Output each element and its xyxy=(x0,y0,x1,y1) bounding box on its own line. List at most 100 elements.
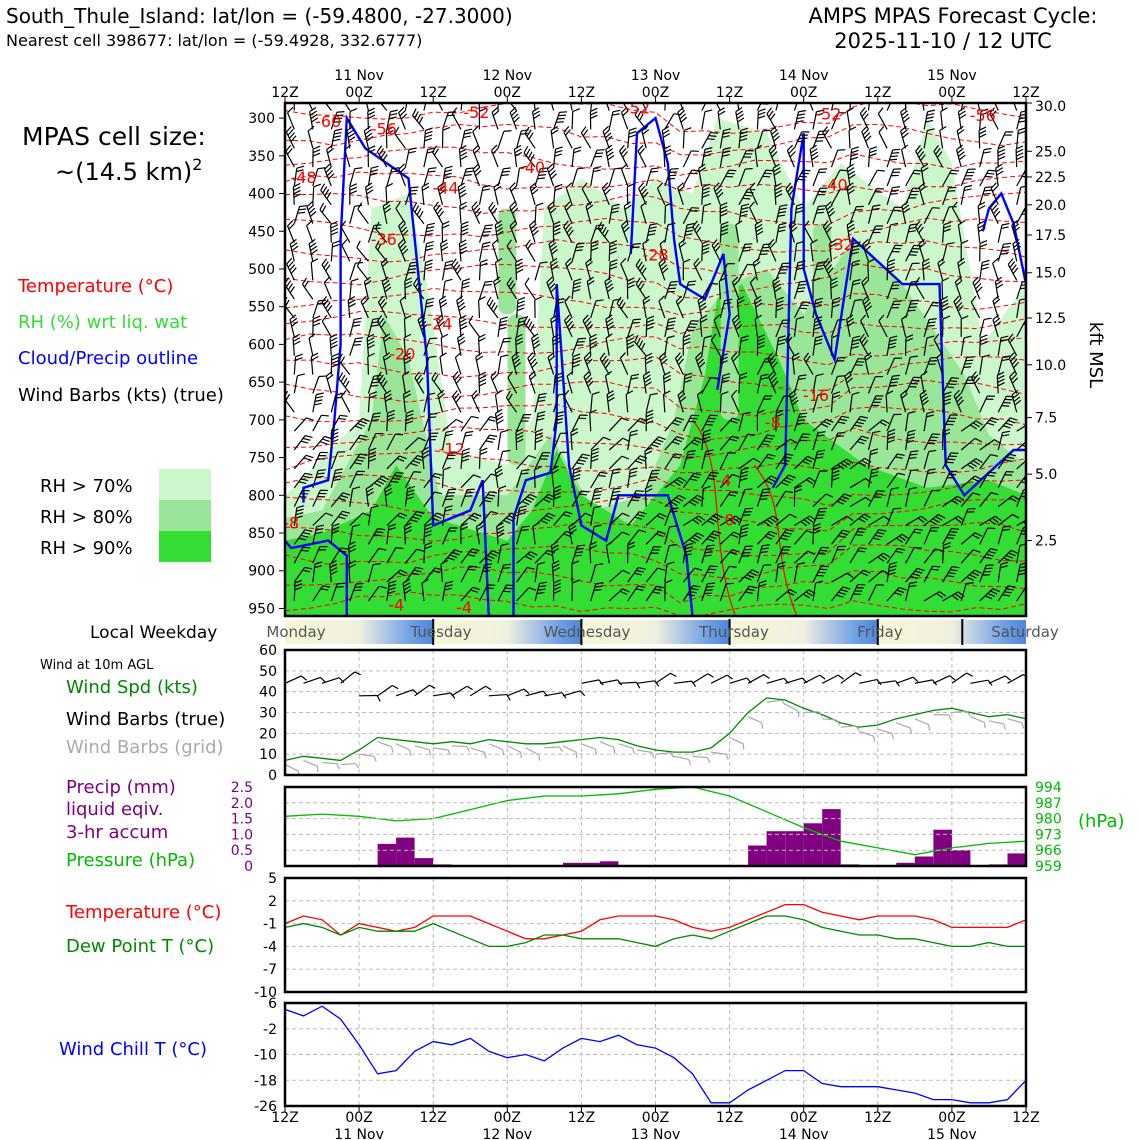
wind-panel-content xyxy=(285,671,1026,775)
temperature-label: -48 xyxy=(290,168,316,187)
wind-barb xyxy=(997,585,1016,602)
wind-barb xyxy=(812,470,828,489)
wind-barb xyxy=(529,182,539,205)
wind-barb xyxy=(645,436,666,451)
wind-barb xyxy=(478,241,491,262)
wind-barb xyxy=(812,168,828,187)
legend-temperature-bottom: Temperature (°C) xyxy=(65,902,221,923)
wind-barb xyxy=(664,476,687,489)
wind-barb-true xyxy=(877,680,900,687)
wind-barb xyxy=(497,543,509,564)
legend-rh80-label: RH > 80% xyxy=(40,507,133,528)
wind-barb xyxy=(585,257,593,281)
wind-barb xyxy=(812,205,826,224)
wind-barb xyxy=(382,333,391,356)
wind-barb xyxy=(412,108,425,130)
wind-barb xyxy=(942,414,958,432)
wind-barb xyxy=(849,357,866,375)
wind-barb xyxy=(905,410,916,432)
temperature-label: -24 xyxy=(426,314,452,333)
wind-barb xyxy=(571,466,582,488)
wind-barb xyxy=(805,103,814,111)
wind-barb xyxy=(386,523,397,545)
wind-barb xyxy=(590,149,605,168)
precip-tick-label: 0 xyxy=(244,859,253,875)
wind-barb xyxy=(293,489,310,507)
wind-barb xyxy=(867,225,884,243)
wind-barb xyxy=(997,561,1009,583)
wind-barb xyxy=(867,584,885,602)
wind-barb xyxy=(905,581,918,602)
wind-barb xyxy=(775,474,796,489)
wind-barb xyxy=(905,376,922,394)
wind-barb xyxy=(608,588,630,602)
wind-barb-grid xyxy=(673,755,692,766)
wind-barb xyxy=(620,257,629,281)
wind-barb xyxy=(812,187,828,206)
wind-barb xyxy=(386,512,408,526)
wind-barb xyxy=(736,295,745,319)
wind-barb xyxy=(905,469,919,488)
wind-barb xyxy=(825,201,836,224)
wind-barb-true xyxy=(599,679,623,686)
wind-barb xyxy=(957,220,966,243)
wind-barb xyxy=(960,475,982,489)
wind-barb xyxy=(457,182,467,205)
temperature-contour xyxy=(285,403,1026,441)
wind-barb xyxy=(867,490,885,507)
wind-barb xyxy=(809,144,819,168)
weekday-label: Monday xyxy=(266,623,325,641)
wind-barb xyxy=(701,240,710,262)
wind-barb xyxy=(638,103,647,111)
wind-barb xyxy=(367,505,379,526)
weekday-title: Local Weekday xyxy=(90,623,217,643)
wind-barb xyxy=(523,315,536,338)
kft-tick-label: 7.5 xyxy=(1035,411,1057,427)
wind-barb xyxy=(849,478,872,489)
wind-barb xyxy=(567,103,573,111)
wind-barb xyxy=(831,572,854,583)
wind-barb xyxy=(385,126,394,149)
wind-barb xyxy=(528,220,539,243)
wind-barb xyxy=(423,337,438,356)
wind-barb xyxy=(563,314,575,338)
wind-barb xyxy=(581,182,592,206)
wind-barb xyxy=(589,541,598,564)
wind-barb-true xyxy=(359,694,381,702)
wind-barb-grid xyxy=(395,743,412,756)
wind-barb xyxy=(757,515,780,527)
wind-barb-true xyxy=(303,676,326,684)
wind-barb xyxy=(349,204,363,224)
temperature-label: -16 xyxy=(803,386,829,405)
wind-barb xyxy=(404,186,419,205)
time-tick-label-bottom: 00Z xyxy=(790,1110,817,1126)
wind-barb xyxy=(402,390,411,413)
wind-barb xyxy=(553,111,568,130)
wind-barb xyxy=(923,548,943,564)
wind-barb xyxy=(403,522,412,545)
wind-barb xyxy=(942,566,960,583)
wind-barb xyxy=(515,333,524,356)
wind-barb xyxy=(363,125,374,149)
wind-barb-grid xyxy=(340,762,360,769)
wind-barb xyxy=(664,543,677,564)
panel-frame xyxy=(283,876,1028,994)
wind-barb xyxy=(285,144,295,168)
wind-barb xyxy=(731,352,740,375)
wind-barb xyxy=(830,103,837,111)
wind-barb xyxy=(488,201,499,225)
wind-barb xyxy=(664,168,679,187)
wind-barb xyxy=(421,182,430,205)
wind-barb xyxy=(531,333,541,356)
wind-barb xyxy=(423,240,434,262)
temperature-label: -56 xyxy=(970,106,996,125)
temperature-panel: -10 -7 -4 -1 2 5 xyxy=(254,871,1028,1001)
wind-barb xyxy=(933,144,944,168)
wind-barb xyxy=(497,354,509,375)
wind-barb xyxy=(376,145,388,168)
wind-barb xyxy=(312,145,321,168)
wind-barb xyxy=(868,419,890,432)
wind-barb xyxy=(923,489,940,507)
wind-barb xyxy=(460,512,482,526)
wind-barb xyxy=(460,103,464,111)
